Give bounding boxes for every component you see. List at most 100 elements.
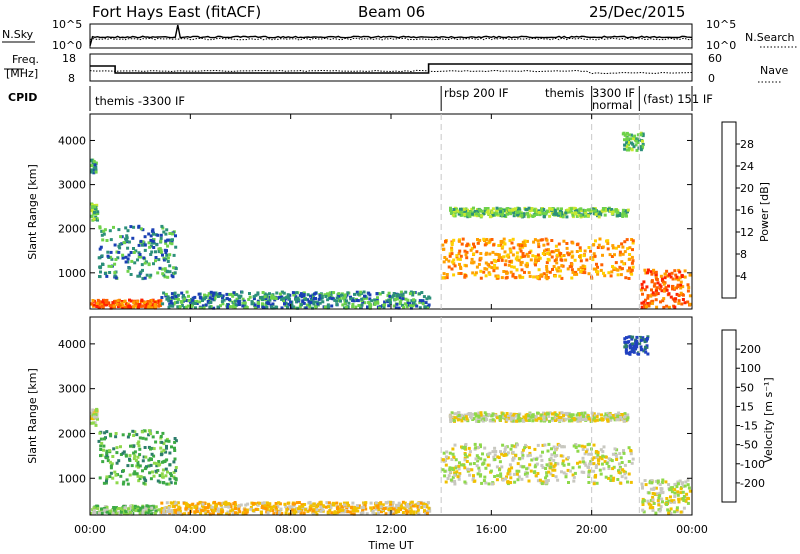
range-gate-cell	[613, 253, 616, 257]
range-gate-cell	[539, 419, 543, 423]
range-gate-cell	[499, 212, 502, 216]
range-gate-cell	[174, 481, 177, 485]
range-gate-cell	[364, 501, 368, 505]
range-gate-cell	[591, 258, 595, 262]
range-gate-cell	[534, 263, 537, 267]
range-gate-cell	[549, 472, 553, 476]
range-gate-cell	[628, 246, 632, 250]
range-gate-cell	[320, 296, 324, 300]
range-gate-cell	[553, 451, 556, 455]
range-gate-cell	[138, 512, 142, 516]
range-gate-cell	[168, 477, 172, 481]
range-gate-cell	[138, 436, 142, 440]
range-gate-cell	[475, 250, 479, 254]
range-gate-cell	[416, 502, 420, 505]
range-gate-cell	[575, 413, 579, 417]
range-gate-cell	[111, 455, 115, 458]
range-gate-cell	[470, 257, 474, 261]
range-gate-cell	[157, 258, 161, 262]
range-gate-cell	[289, 306, 293, 309]
range-gate-cell	[555, 253, 559, 257]
range-gate-cell	[474, 414, 478, 418]
range-gate-cell	[449, 211, 453, 215]
range-gate-cell	[677, 278, 681, 282]
range-gate-cell	[599, 213, 603, 217]
range-gate-cell	[589, 249, 592, 253]
range-gate-cell	[250, 300, 254, 304]
range-gate-cell	[686, 283, 690, 287]
range-gate-cell	[254, 507, 258, 511]
range-gate-cell	[224, 504, 228, 508]
range-gate-cell	[490, 414, 494, 418]
range-gate-cell	[580, 412, 584, 415]
range-gate-cell	[184, 305, 188, 309]
range-gate-cell	[234, 503, 238, 507]
range-gate-cell	[537, 245, 541, 249]
range-gate-cell	[620, 417, 624, 421]
range-gate-cell	[178, 512, 182, 516]
range-gate-cell	[651, 495, 655, 499]
range-gate-cell	[495, 266, 499, 270]
range-gate-cell	[116, 302, 119, 306]
range-gate-cell	[620, 267, 624, 271]
range-gate-cell	[574, 270, 578, 274]
range-gate-cell	[229, 505, 233, 509]
range-gate-cell	[506, 207, 510, 210]
range-gate-cell	[384, 501, 388, 505]
range-gate-cell	[572, 479, 576, 483]
range-gate-cell	[344, 293, 348, 297]
range-gate-cell	[651, 299, 655, 303]
range-gate-cell	[575, 250, 579, 253]
velocity-ylabel: Slant Range [km]	[26, 368, 39, 464]
range-gate-cell	[143, 446, 147, 449]
range-gate-cell	[125, 234, 129, 238]
range-gate-cell	[122, 241, 126, 245]
range-gate-cell	[557, 213, 560, 217]
range-gate-cell	[581, 264, 585, 268]
range-gate-cell	[376, 300, 380, 304]
range-gate-cell	[326, 303, 330, 307]
range-gate-cell	[663, 287, 667, 291]
range-gate-cell	[286, 293, 290, 297]
range-gate-cell	[512, 456, 516, 460]
range-gate-cell	[397, 293, 401, 297]
range-gate-cell	[117, 507, 121, 510]
range-gate-cell	[545, 471, 549, 475]
range-gate-cell	[441, 468, 445, 472]
range-gate-cell	[272, 512, 276, 516]
range-gate-cell	[643, 479, 647, 482]
range-gate-cell	[162, 256, 166, 260]
range-gate-cell	[114, 258, 118, 261]
range-gate-cell	[558, 411, 562, 415]
range-gate-cell	[173, 301, 177, 305]
range-gate-cell	[611, 414, 615, 417]
range-gate-cell	[150, 306, 154, 310]
range-gate-cell	[559, 415, 563, 419]
range-gate-cell	[583, 209, 587, 212]
range-gate-cell	[314, 304, 317, 308]
range-gate-cell	[209, 290, 213, 294]
range-gate-cell	[409, 512, 413, 516]
range-gate-cell	[515, 251, 519, 255]
range-gate-cell	[631, 346, 635, 350]
cpid-segment-label: normal	[592, 98, 632, 112]
range-gate-cell	[519, 464, 523, 468]
freq-series	[90, 63, 692, 74]
range-gate-cell	[466, 467, 469, 471]
range-gate-cell	[109, 471, 113, 475]
range-gate-cell	[113, 271, 117, 275]
range-gate-cell	[649, 294, 653, 298]
range-gate-cell	[509, 249, 513, 253]
range-gate-cell	[101, 238, 105, 242]
range-gate-cell	[225, 292, 229, 296]
range-gate-cell	[150, 446, 154, 450]
range-gate-cell	[461, 446, 465, 449]
range-gate-cell	[161, 468, 165, 472]
range-gate-cell	[609, 478, 613, 482]
mode-change-lines	[440, 114, 640, 515]
range-gate-cell	[595, 262, 598, 266]
range-gate-cell	[561, 459, 565, 463]
range-gate-cell	[587, 470, 591, 474]
range-gate-cell	[304, 298, 308, 301]
